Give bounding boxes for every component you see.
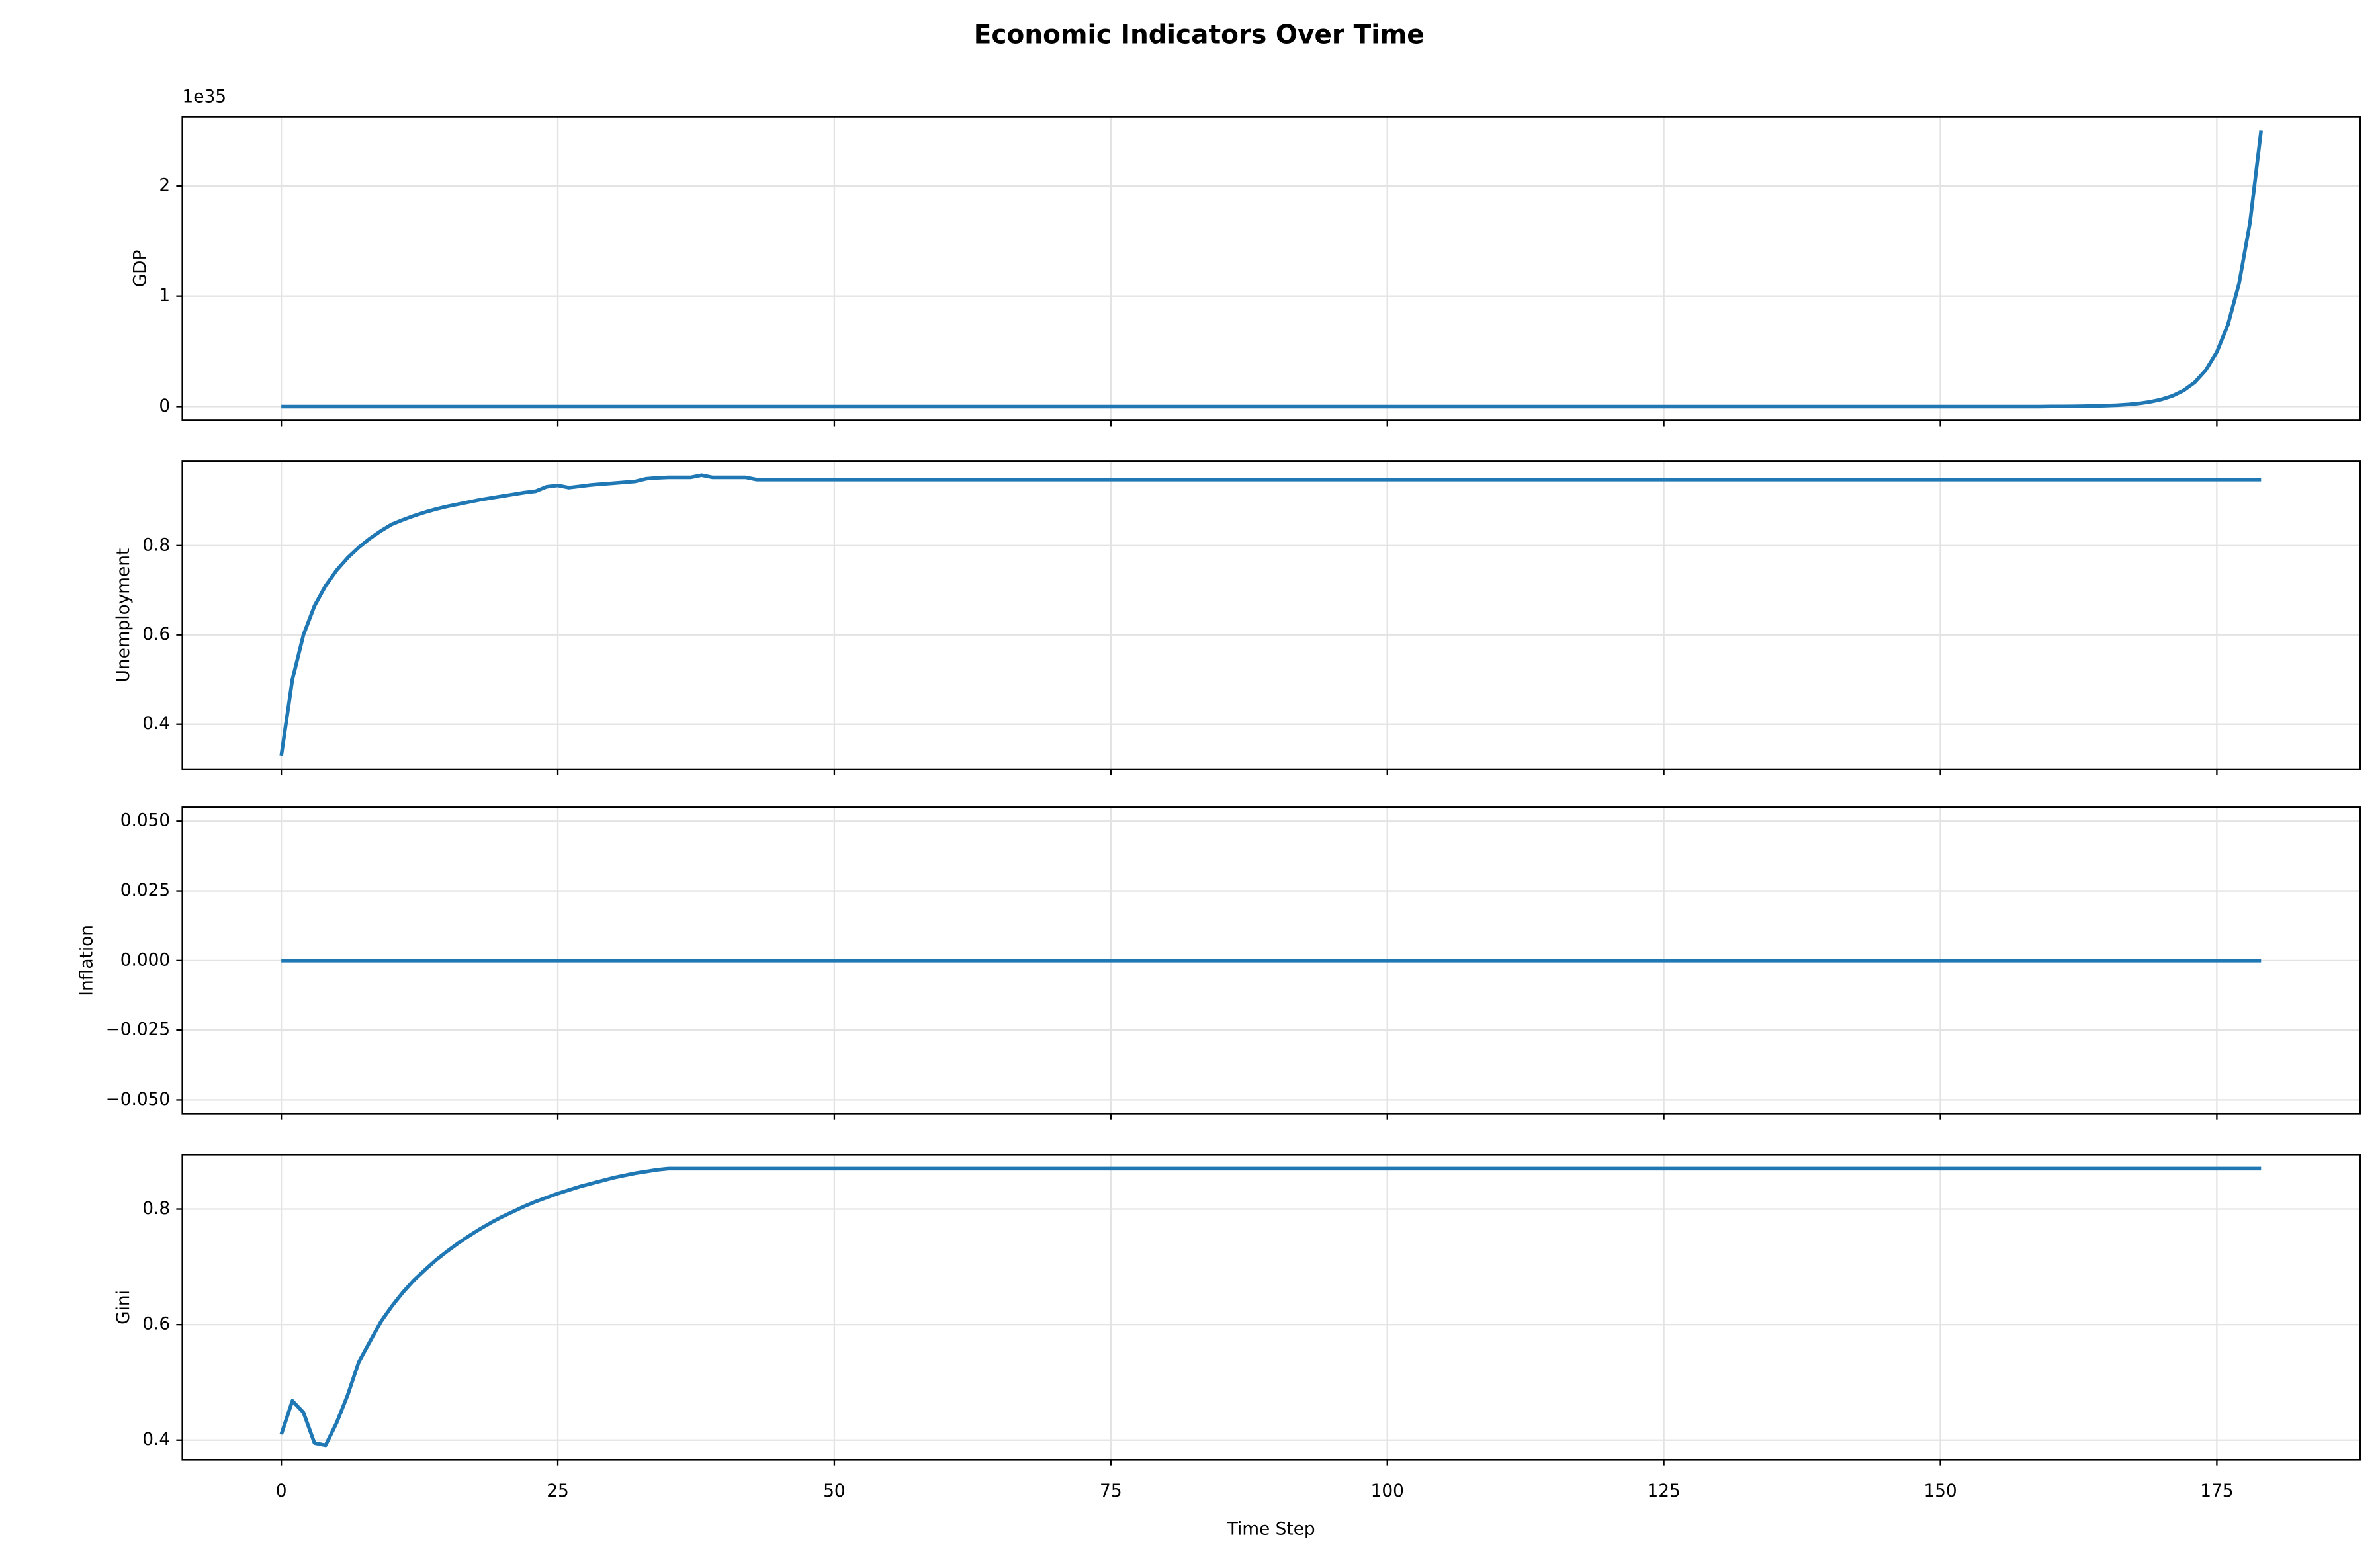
- y-tick-label: 0: [159, 396, 170, 416]
- y-tick-label: 0.4: [142, 714, 170, 734]
- y-tick-label: 0.6: [142, 625, 170, 644]
- y-tick-label: 0.025: [120, 881, 170, 900]
- y-axis-label: GDP: [130, 250, 150, 288]
- x-tick-label: 175: [2200, 1481, 2233, 1501]
- y-tick-label: 0.8: [142, 535, 170, 555]
- axes-frame: [181, 1154, 2361, 1461]
- x-tick-label: 25: [547, 1481, 569, 1501]
- axes-frame: [181, 460, 2361, 771]
- x-tick-label: 100: [1371, 1481, 1404, 1501]
- data-line: [281, 130, 2263, 409]
- y-tick-label: 0.050: [120, 811, 170, 831]
- data-line: [279, 473, 2262, 756]
- y-tick-label: −0.025: [106, 1020, 171, 1040]
- chart-title: Economic Indicators Over Time: [974, 21, 1425, 50]
- x-tick-label: 0: [276, 1481, 287, 1501]
- data-line: [279, 1166, 2262, 1448]
- x-axis-label: Time Step: [1227, 1519, 1315, 1539]
- y-tick-label: 0.000: [120, 950, 170, 970]
- y-tick-label: 2: [159, 175, 170, 195]
- y-axis-label: Gini: [114, 1290, 134, 1325]
- y-tick-label: 1: [159, 286, 170, 306]
- y-tick-label: 0.8: [142, 1199, 170, 1219]
- y-tick-label: 0.6: [142, 1315, 170, 1334]
- offset-label: 1e35: [183, 87, 227, 107]
- y-tick-label: 0.4: [142, 1430, 170, 1450]
- y-tick-label: −0.050: [106, 1090, 171, 1109]
- x-tick-label: 50: [823, 1481, 846, 1501]
- axes-frame: [181, 116, 2361, 421]
- x-tick-label: 150: [1923, 1481, 1957, 1501]
- x-tick-label: 125: [1647, 1481, 1680, 1501]
- y-axis-label: Inflation: [77, 925, 97, 996]
- x-tick-label: 75: [1100, 1481, 1122, 1501]
- y-axis-label: Unemployment: [114, 548, 134, 683]
